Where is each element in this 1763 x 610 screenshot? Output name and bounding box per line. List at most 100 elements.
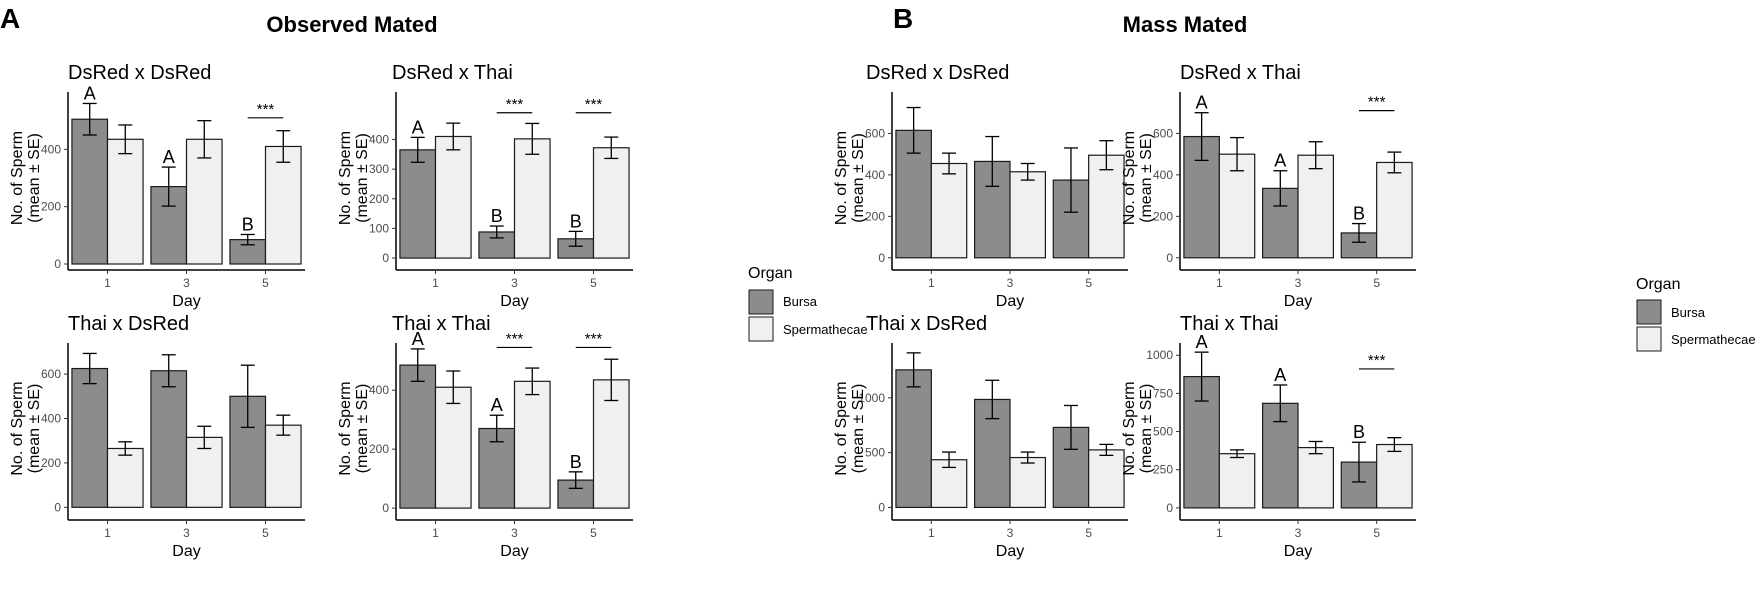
legend-swatch-bursa (1636, 299, 1662, 325)
group-letter: A (163, 147, 175, 167)
y-axis-title: No. of Sperm(mean ± SE) (337, 131, 371, 225)
y-tick-label: 200 (41, 200, 61, 214)
bar-spermathecae-day-1 (930, 162, 968, 259)
y-tick-label: 400 (369, 132, 389, 146)
legend-title: Organ (748, 265, 792, 282)
x-tick-label: 1 (432, 276, 439, 290)
chart-7: Thai x DsRed 0 500 1000 1 3 5 Day No. of Sperm(m… (833, 313, 1128, 560)
x-tick-label: 1 (104, 526, 111, 540)
x-axis-title: Day (996, 293, 1024, 310)
chart-title: DsRed x Thai (392, 62, 513, 84)
x-axis-title: Day (500, 293, 528, 310)
y-tick-label: 0 (382, 501, 389, 515)
y-axis-title: No. of Sperm(mean ± SE) (1121, 381, 1155, 475)
chart-title: DsRed x DsRed (866, 62, 1009, 84)
x-tick-label: 5 (262, 526, 269, 540)
y-tick-label: 0 (54, 257, 61, 271)
chart-title: Thai x DsRed (68, 313, 189, 335)
y-axis-title-line: No. of Sperm (833, 131, 850, 225)
y-tick-label: 200 (369, 442, 389, 456)
y-tick-label: 0 (382, 251, 389, 265)
chart-3: Thai x DsRed 0 200 400 600 1 3 5 Day No. of Sperm… (9, 313, 305, 560)
y-axis-title-line: (mean ± SE) (26, 384, 43, 474)
x-axis-title: Day (1284, 543, 1312, 560)
y-tick-label: 400 (865, 168, 885, 182)
group-letter: A (1274, 151, 1286, 171)
x-tick-label: 5 (590, 276, 597, 290)
chart-title: Thai x Thai (1180, 313, 1279, 335)
significance-label: *** (585, 96, 603, 113)
x-tick-label: 3 (1007, 276, 1014, 290)
y-axis-title-line: No. of Sperm (9, 131, 26, 225)
significance-label: *** (1368, 94, 1386, 111)
bar-spermathecae-day-1 (106, 138, 144, 265)
x-tick-label: 5 (1085, 276, 1092, 290)
legend-label-spermathecae: Spermathecae (1671, 332, 1756, 347)
bar-bursa-day-1 (399, 149, 437, 259)
bar-spermathecae-day-5 (592, 147, 630, 259)
y-tick-label: 600 (41, 367, 61, 381)
significance-label: *** (1368, 352, 1386, 369)
bar-bursa-day-1 (71, 118, 109, 265)
bar-spermathecae-day-3 (1009, 456, 1047, 509)
x-tick-label: 1 (1216, 276, 1223, 290)
bar-spermathecae-day-5 (1088, 449, 1125, 509)
y-axis-title: No. of Sperm(mean ± SE) (833, 381, 867, 475)
legend-swatch-bursa (748, 289, 774, 315)
x-tick-label: 1 (104, 276, 111, 290)
x-tick-label: 1 (1216, 526, 1223, 540)
y-axis-title-line: No. of Sperm (1121, 131, 1138, 225)
legend-label-spermathecae: Spermathecae (783, 322, 868, 337)
significance-label: *** (506, 330, 524, 347)
bar-bursa-day-1 (71, 367, 109, 508)
x-axis-title: Day (172, 293, 200, 310)
group-letter: A (1274, 365, 1286, 385)
y-tick-label: 200 (1153, 209, 1173, 223)
bar-spermathecae-day-1 (1218, 153, 1256, 259)
y-tick-label: 0 (878, 251, 885, 265)
x-axis-title: Day (1284, 293, 1312, 310)
y-axis-title-line: No. of Sperm (833, 381, 850, 475)
legend-mass: Organ Bursa Spermathecae (1636, 276, 1756, 352)
bar-spermathecae-day-3 (1297, 154, 1335, 259)
bar-spermathecae-day-5 (1376, 443, 1413, 509)
chart-5: DsRed x DsRed 0 200 400 600 1 3 5 Day No. of Sper… (833, 62, 1128, 310)
section-title-observed: Observed Mated (266, 12, 437, 37)
legend-label-bursa: Bursa (783, 294, 818, 309)
panel-letter-a: A (0, 3, 20, 34)
y-axis-title: No. of Sperm(mean ± SE) (337, 381, 371, 475)
x-tick-label: 3 (511, 276, 518, 290)
group-letter: B (242, 214, 254, 234)
y-axis-title: No. of Sperm(mean ± SE) (833, 131, 867, 225)
bar-spermathecae-day-5 (264, 424, 302, 508)
x-axis-title: Day (996, 543, 1024, 560)
bar-spermathecae-day-5 (264, 145, 302, 265)
group-letter: B (570, 211, 582, 231)
y-tick-label: 500 (1153, 425, 1173, 439)
group-letter: B (1353, 204, 1365, 224)
y-tick-label: 750 (1153, 386, 1173, 400)
y-tick-label: 400 (369, 383, 389, 397)
y-tick-label: 200 (41, 456, 61, 470)
x-tick-label: 1 (928, 276, 935, 290)
x-tick-label: 3 (1007, 526, 1014, 540)
group-letter: A (84, 83, 96, 103)
y-axis-title-line: (mean ± SE) (1138, 133, 1155, 223)
bar-spermathecae-day-5 (1088, 154, 1125, 259)
significance-label: *** (585, 330, 603, 347)
bar-spermathecae-day-1 (434, 386, 472, 509)
x-tick-label: 3 (511, 526, 518, 540)
bar-spermathecae-day-3 (1297, 446, 1335, 509)
x-tick-label: 5 (1373, 526, 1380, 540)
bar-spermathecae-day-1 (106, 447, 144, 508)
y-tick-label: 400 (41, 142, 61, 156)
y-tick-label: 0 (1166, 251, 1173, 265)
y-tick-label: 1000 (1146, 348, 1173, 362)
y-tick-label: 200 (369, 192, 389, 206)
chart-title: Thai x DsRed (866, 313, 987, 335)
bar-spermathecae-day-3 (513, 138, 551, 259)
x-tick-label: 3 (183, 526, 190, 540)
y-axis-title-line: (mean ± SE) (354, 384, 371, 474)
